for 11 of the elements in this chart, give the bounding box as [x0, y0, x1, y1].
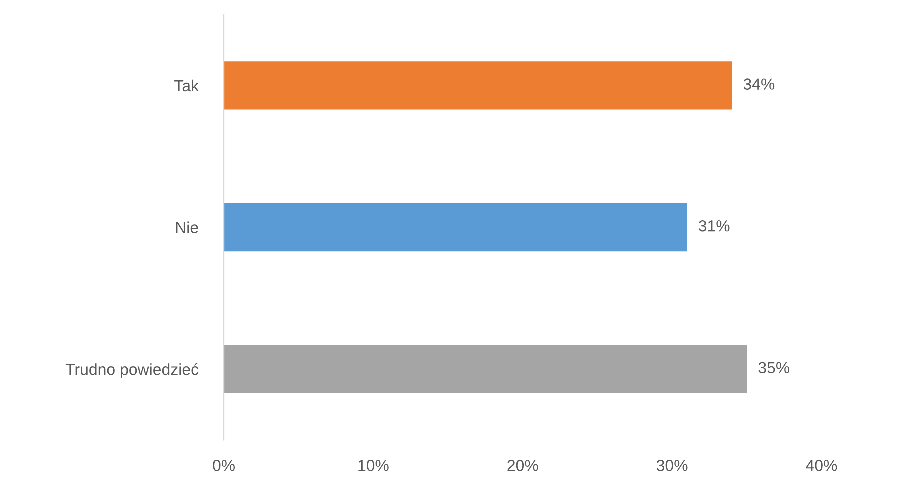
y-tick-label: Nie — [176, 222, 198, 234]
y-tick-label: Trudno powiedzieć — [66, 363, 199, 378]
x-tick-label: 40% — [806, 460, 838, 472]
data-label: 34% — [744, 78, 775, 90]
x-tick-label: 30% — [656, 460, 688, 472]
y-tick-label: Tak — [174, 80, 200, 92]
x-tick-label: 20% — [508, 460, 538, 472]
x-tick-label: 0% — [213, 460, 236, 472]
data-label: 35% — [758, 362, 790, 374]
x-tick-label: 10% — [358, 460, 389, 472]
data-label: 31% — [698, 220, 730, 232]
